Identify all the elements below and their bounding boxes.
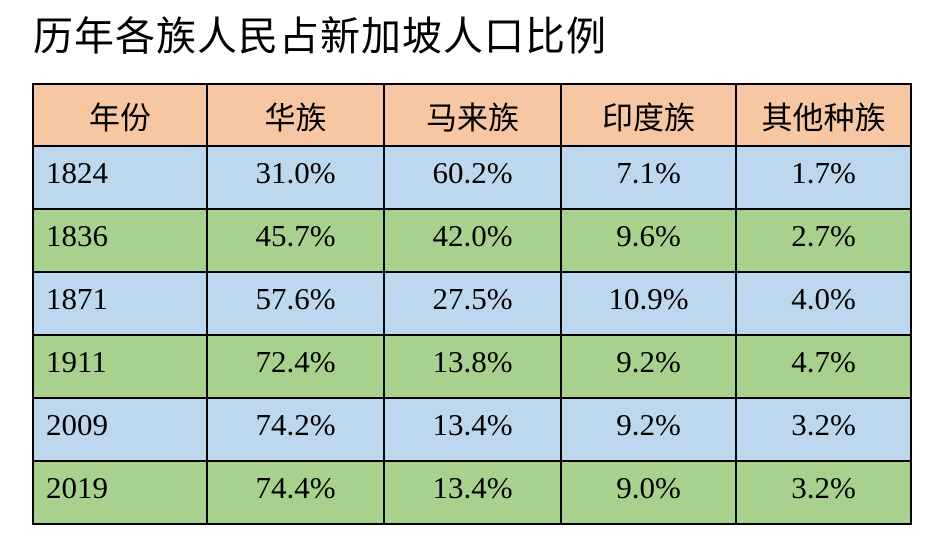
table-row-1871: 1871 57.6% 27.5% 10.9% 4.0% — [32, 271, 912, 336]
value-cell: 72.4% — [206, 334, 385, 399]
value-cell: 27.5% — [383, 271, 562, 336]
value-cell: 7.1% — [560, 145, 737, 210]
year-cell: 2009 — [32, 397, 208, 462]
page-title: 历年各族人民占新加坡人口比例 — [33, 14, 607, 59]
header-year: 年份 — [32, 83, 208, 147]
header-malay: 马来族 — [383, 83, 562, 147]
value-cell: 9.0% — [560, 460, 737, 525]
value-cell: 4.0% — [735, 271, 912, 336]
table-row-1836: 1836 45.7% 42.0% 9.6% 2.7% — [32, 208, 912, 273]
value-cell: 57.6% — [206, 271, 385, 336]
header-indian: 印度族 — [560, 83, 737, 147]
value-cell: 42.0% — [383, 208, 562, 273]
value-cell: 45.7% — [206, 208, 385, 273]
year-cell: 1871 — [32, 271, 208, 336]
value-cell: 74.2% — [206, 397, 385, 462]
value-cell: 9.2% — [560, 334, 737, 399]
value-cell: 1.7% — [735, 145, 912, 210]
value-cell: 3.2% — [735, 460, 912, 525]
value-cell: 13.8% — [383, 334, 562, 399]
year-cell: 1911 — [32, 334, 208, 399]
value-cell: 9.2% — [560, 397, 737, 462]
value-cell: 9.6% — [560, 208, 737, 273]
header-chinese: 华族 — [206, 83, 385, 147]
value-cell: 13.4% — [383, 397, 562, 462]
header-others: 其他种族 — [735, 83, 912, 147]
value-cell: 74.4% — [206, 460, 385, 525]
value-cell: 2.7% — [735, 208, 912, 273]
population-ratio-table: 年份 华族 马来族 印度族 其他种族 1824 31.0% 60.2% 7.1%… — [32, 83, 912, 525]
year-cell: 2019 — [32, 460, 208, 525]
value-cell: 13.4% — [383, 460, 562, 525]
table-row-2009: 2009 74.2% 13.4% 9.2% 3.2% — [32, 397, 912, 462]
value-cell: 31.0% — [206, 145, 385, 210]
header-row: 年份 华族 马来族 印度族 其他种族 — [32, 83, 912, 147]
year-cell: 1824 — [32, 145, 208, 210]
year-cell: 1836 — [32, 208, 208, 273]
value-cell: 4.7% — [735, 334, 912, 399]
table-row-1824: 1824 31.0% 60.2% 7.1% 1.7% — [32, 145, 912, 210]
value-cell: 60.2% — [383, 145, 562, 210]
value-cell: 10.9% — [560, 271, 737, 336]
table-row-1911: 1911 72.4% 13.8% 9.2% 4.7% — [32, 334, 912, 399]
value-cell: 3.2% — [735, 397, 912, 462]
table-row-2019: 2019 74.4% 13.4% 9.0% 3.2% — [32, 460, 912, 525]
